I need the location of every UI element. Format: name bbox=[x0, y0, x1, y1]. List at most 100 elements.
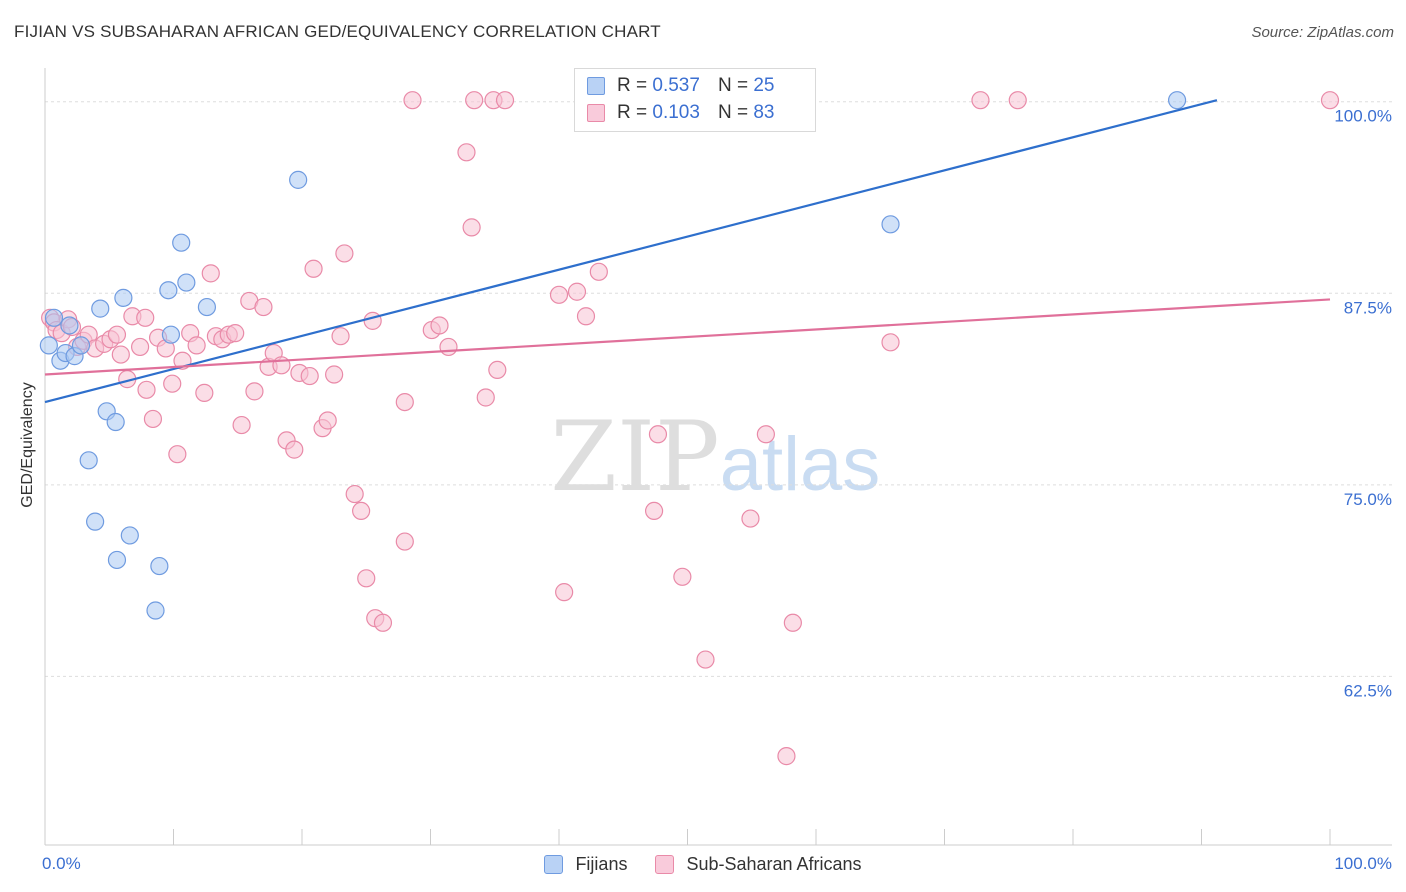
subsaharan-point bbox=[1320, 91, 1340, 110]
subsaharan-point bbox=[331, 327, 350, 346]
fijian-point bbox=[172, 233, 191, 252]
fijian-point bbox=[150, 556, 169, 576]
fijian-point bbox=[107, 550, 127, 570]
legend-label-fijians: Fijians bbox=[575, 853, 628, 874]
x-ticks bbox=[44, 829, 1331, 845]
legend-n-label: N = bbox=[717, 75, 749, 96]
source-label: Source: ZipAtlas.com bbox=[1251, 24, 1394, 41]
subsaharan-point bbox=[457, 143, 476, 162]
fijian-point bbox=[881, 215, 900, 234]
subsaharan-point bbox=[395, 392, 414, 412]
y-tick-label: 87.5% bbox=[1344, 298, 1392, 317]
axes bbox=[44, 68, 1392, 846]
subsaharan-point bbox=[345, 484, 364, 504]
subsaharan-point bbox=[187, 336, 206, 355]
y-tick-label: 100.0% bbox=[1334, 107, 1392, 126]
subsaharan-point bbox=[403, 91, 422, 110]
subsaharan-point bbox=[589, 262, 608, 281]
subsaharan-point bbox=[971, 91, 990, 110]
fijian-point bbox=[60, 316, 79, 335]
legend-r-label: R = bbox=[617, 75, 648, 96]
y-tick-label: 62.5% bbox=[1344, 681, 1392, 700]
subsaharan-point bbox=[363, 311, 382, 330]
subsaharan-point bbox=[476, 388, 495, 407]
subsaharan-point bbox=[373, 613, 393, 632]
fijian-point bbox=[1167, 91, 1187, 110]
subsaharan-point bbox=[741, 509, 760, 528]
subsaharan-point bbox=[430, 316, 449, 335]
subsaharan-point bbox=[318, 411, 337, 430]
x-tick-label: 100.0% bbox=[1334, 854, 1392, 873]
legend-item-subsaharan: Sub-Saharan Africans bbox=[655, 853, 862, 875]
subsaharan-point bbox=[462, 218, 481, 237]
fijian-trend-line bbox=[44, 99, 1218, 404]
subsaharan-point bbox=[143, 409, 163, 429]
subsaharan-point bbox=[137, 380, 156, 399]
fijian-point bbox=[159, 281, 178, 300]
subsaharan-point bbox=[549, 285, 569, 304]
chart-title: FIJIAN VS SUBSAHARAN AFRICAN GED/EQUIVAL… bbox=[14, 22, 661, 41]
legend-row-fijians: R = 0.537 N = 25 bbox=[587, 73, 774, 99]
subsaharan-point bbox=[648, 425, 668, 444]
subsaharan-point bbox=[696, 650, 715, 669]
fijian-point bbox=[71, 336, 91, 355]
subsaharan-point bbox=[111, 345, 130, 364]
fijian-point bbox=[289, 170, 308, 189]
trend-lines bbox=[44, 99, 1331, 404]
subsaharan-point bbox=[195, 383, 214, 402]
legend-n-value-subsaharan: 83 bbox=[753, 102, 775, 123]
fijian-point bbox=[146, 601, 165, 620]
fijian-point bbox=[114, 288, 133, 307]
subsaharan-point bbox=[777, 747, 796, 766]
subsaharan-point bbox=[130, 337, 150, 357]
subsaharan-point bbox=[495, 91, 515, 110]
subsaharan-point bbox=[226, 324, 245, 343]
legend-n-value-fijians: 25 bbox=[753, 75, 775, 96]
subsaharan-point bbox=[567, 282, 587, 301]
legend-swatch-fijians bbox=[587, 77, 605, 95]
subsaharan-point bbox=[335, 244, 354, 263]
x-tick-label: 0.0% bbox=[42, 854, 81, 873]
subsaharan-point bbox=[325, 365, 344, 384]
grid-lines bbox=[45, 101, 1392, 677]
correlation-legend: R = 0.537 N = 25 R = 0.103 N = 83 bbox=[574, 68, 816, 132]
y-tick-label: 75.0% bbox=[1344, 490, 1392, 509]
fijian-point bbox=[86, 512, 105, 531]
series-legend: Fijians Sub-Saharan Africans bbox=[0, 851, 1406, 877]
fijian-point bbox=[91, 299, 110, 318]
subsaharan-point bbox=[304, 259, 323, 278]
subsaharan-point bbox=[673, 567, 692, 586]
subsaharan-point bbox=[488, 360, 507, 380]
subsaharan-point bbox=[136, 308, 155, 327]
fijian-point bbox=[197, 297, 217, 317]
subsaharan-point bbox=[300, 366, 319, 386]
fijian-point bbox=[161, 325, 181, 344]
subsaharan-point bbox=[107, 325, 127, 344]
subsaharan-point bbox=[576, 307, 596, 326]
legend-r-value-subsaharan: 0.103 bbox=[652, 102, 700, 123]
legend-label-subsaharan: Sub-Saharan Africans bbox=[686, 853, 862, 874]
watermark: ZIP atlas bbox=[550, 401, 880, 513]
subsaharan-point bbox=[352, 501, 371, 521]
subsaharan-point bbox=[395, 532, 414, 551]
legend-swatch-fijians bbox=[544, 854, 564, 874]
fijian-point bbox=[44, 308, 64, 327]
legend-r-value-fijians: 0.537 bbox=[652, 75, 700, 96]
series-fijians-points bbox=[39, 91, 1187, 620]
y-tick-labels: 62.5% 75.0% 87.5% 100.0% bbox=[1334, 107, 1392, 701]
fijian-point bbox=[79, 451, 98, 470]
subsaharan-point bbox=[756, 425, 775, 444]
fijian-point bbox=[106, 412, 125, 432]
subsaharan-point bbox=[881, 333, 900, 352]
fijian-point bbox=[120, 526, 139, 545]
subsaharan-point bbox=[1008, 91, 1027, 110]
watermark-atlas: atlas bbox=[720, 422, 881, 507]
subsaharan-point bbox=[232, 415, 251, 435]
subsaharan-point bbox=[254, 297, 273, 317]
fijian-point bbox=[177, 273, 196, 292]
legend-item-fijians: Fijians bbox=[544, 854, 627, 875]
legend-r-label: R = bbox=[617, 102, 648, 123]
legend-swatch-subsaharan bbox=[655, 854, 675, 874]
subsaharan-trend-line bbox=[44, 298, 1331, 376]
